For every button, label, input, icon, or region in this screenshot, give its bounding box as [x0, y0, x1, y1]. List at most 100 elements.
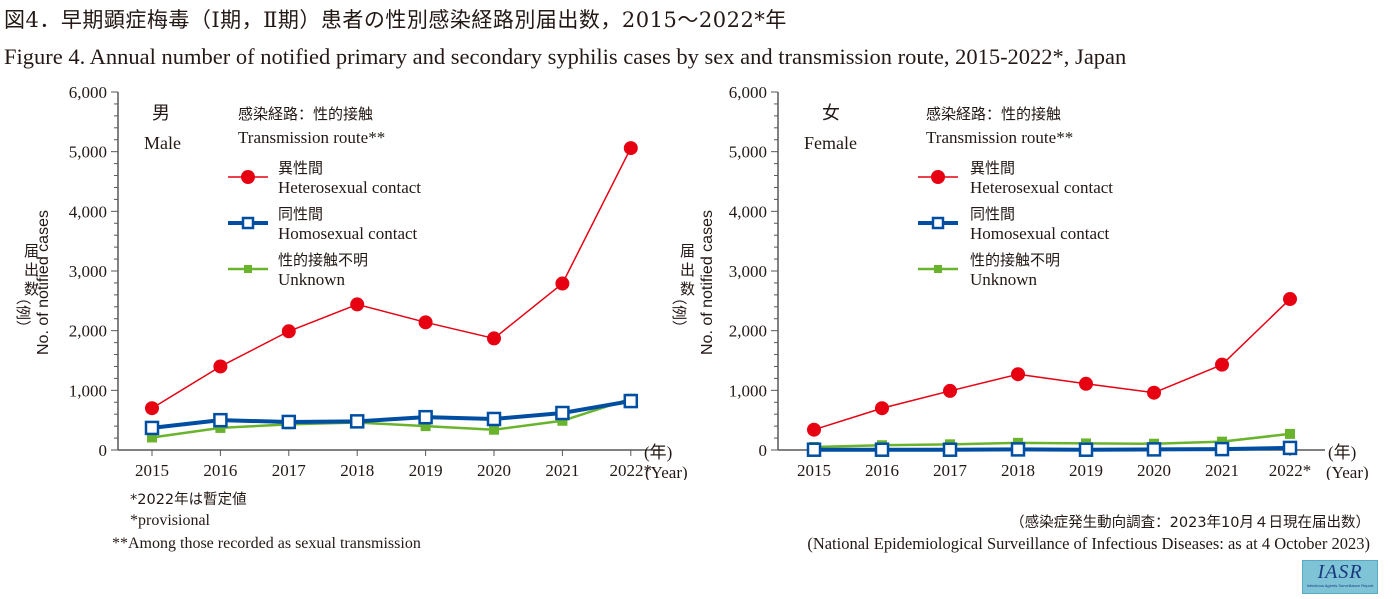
data-point-homosexual	[349, 414, 365, 429]
x-tick-label: 2017	[272, 461, 307, 480]
x-unit-en: (Year)	[1326, 463, 1369, 480]
data-point-homosexual	[623, 393, 639, 409]
y-tick-label: 5,000	[729, 143, 767, 162]
data-point-heterosexual	[418, 315, 433, 330]
y-axis-label-en: No. of notified cases	[699, 210, 716, 355]
iasr-logo-subtext: Infectious Agents Surveillance Report	[1306, 583, 1374, 588]
male-plot-area: 0 1,000 2,000 3,000 4,000 5,000 6,000 2015 2016 2…	[69, 83, 663, 480]
data-point-homosexual	[806, 442, 822, 457]
y-tick-label: 6,000	[729, 83, 767, 102]
legend-label-jp: 異性間	[970, 159, 1015, 177]
x-tick-label: 2019	[1069, 461, 1103, 480]
data-point-heterosexual	[943, 383, 957, 398]
data-point-heterosexual	[1079, 376, 1093, 391]
figure-title-english: Figure 4. Annual number of notified prim…	[4, 44, 1127, 69]
data-point-unknown	[215, 422, 226, 433]
y-tick-label: 3,000	[729, 262, 767, 281]
x-tick-label: 2020	[1137, 461, 1171, 480]
iasr-logo-text: IASR	[1317, 561, 1363, 583]
x-tick-label: 2017	[933, 461, 968, 480]
legend-marker-circle	[241, 170, 255, 184]
data-point-heterosexual	[1147, 385, 1161, 400]
data-point-heterosexual	[213, 359, 228, 374]
data-point-homosexual	[874, 442, 890, 457]
legend-label-en: Unknown	[970, 270, 1038, 289]
legend-label-jp: 異性間	[278, 159, 323, 177]
male-chart-panel: 男 Male 届出数 （例） No. of notified cases 0 1,…	[14, 83, 688, 480]
footnote-provisional-en: *provisional	[130, 512, 210, 529]
female-plot-area: 0 1,000 2,000 3,000 4,000 5,000 6,000 2015 2016 2…	[729, 83, 1325, 480]
series-line-heterosexual-contact	[151, 147, 632, 409]
data-point-homosexual	[1078, 442, 1094, 457]
charts-canvas: 男 Male 届出数 （例） No. of notified cases 0 1,…	[14, 83, 1369, 480]
data-point-heterosexual	[807, 422, 821, 437]
y-axis-label-jp-2: （例）	[14, 290, 32, 335]
legend-header-jp: 感染経路：性的接触	[926, 105, 1061, 123]
data-point-homosexual	[1010, 442, 1026, 457]
x-tick-label: 2020	[477, 461, 511, 480]
x-tick-label: 2022*	[1269, 461, 1312, 480]
female-chart-panel: 女 Female 届出数 （例） No. of notified cases 0…	[670, 83, 1369, 480]
x-tick-label: 2018	[340, 461, 374, 480]
y-tick-label: 1,000	[69, 381, 107, 400]
y-tick-label: 3,000	[69, 262, 107, 281]
x-tick-label: 2019	[409, 461, 443, 480]
x-tick-label: 2021	[1205, 461, 1239, 480]
y-tick-label: 6,000	[69, 83, 107, 102]
data-point-homosexual	[418, 409, 433, 425]
source-note-jp: （感染症発生動向調査：2023年10月４日現在届出数）	[1010, 515, 1370, 531]
legend-label-en: Unknown	[278, 270, 346, 289]
y-axis-label-jp-1: 届出数	[24, 242, 39, 298]
legend-marker-filled-square	[244, 265, 252, 273]
data-point-heterosexual	[1283, 292, 1297, 307]
series-line-unknown	[151, 397, 632, 439]
y-tick-label: 2,000	[729, 322, 767, 341]
x-unit-en: (Year)	[645, 463, 688, 480]
data-point-homosexual	[281, 414, 297, 430]
legend-marker-circle	[931, 170, 945, 184]
y-tick-label: 4,000	[729, 202, 767, 221]
data-point-unknown	[147, 432, 157, 443]
data-point-heterosexual	[487, 331, 501, 346]
y-axis-label-jp-1: 届出数	[680, 242, 695, 298]
legend-header-en: Transmission route**	[238, 128, 385, 147]
x-unit-jp: (年)	[644, 443, 672, 462]
x-tick-label: 2016	[865, 461, 899, 480]
data-point-unknown	[1285, 428, 1295, 439]
series-line-homosexual-contact	[151, 399, 632, 430]
legend-label-jp: 性的接触不明	[278, 251, 368, 269]
data-point-heterosexual	[875, 401, 889, 416]
female-legend: 感染経路：性的接触 Transmission route** 異性間Hetero…	[918, 105, 1113, 289]
x-tick-label: 2015	[135, 461, 169, 480]
male-y-axis-title: 届出数 （例） No. of notified cases	[14, 210, 52, 355]
figure-title-japanese: 図4．早期顕症梅毒（Ⅰ期，Ⅱ期）患者の性別感染経路別届出数，2015〜2022*…	[4, 8, 787, 32]
y-tick-label: 0	[759, 441, 768, 460]
x-tick-label: 2016	[203, 461, 237, 480]
male-label-en: Male	[144, 133, 181, 153]
footnote-sexual-transmission: **Among those recorded as sexual transmi…	[112, 535, 421, 552]
data-point-unknown	[557, 415, 568, 426]
data-point-unknown	[1217, 436, 1227, 447]
data-point-unknown	[489, 424, 499, 435]
legend-label-jp: 同性間	[970, 205, 1015, 223]
data-point-heterosexual	[1011, 367, 1025, 382]
legend-marker-open-square	[241, 216, 255, 230]
legend-marker-filled-square	[934, 265, 942, 273]
x-tick-label: 2022*	[610, 461, 653, 480]
y-axis-label-en: No. of notified cases	[35, 210, 52, 355]
y-tick-label: 0	[99, 441, 108, 460]
y-axis-label-jp-2: （例）	[670, 290, 688, 335]
legend-label-jp: 性的接触不明	[970, 251, 1060, 269]
y-tick-label: 4,000	[69, 202, 107, 221]
data-point-homosexual	[555, 405, 570, 421]
x-unit-jp: (年)	[1328, 443, 1356, 462]
x-tick-label: 2018	[1001, 461, 1035, 480]
legend-marker-open-square	[931, 216, 945, 230]
data-point-homosexual	[1282, 440, 1298, 456]
data-point-homosexual	[942, 442, 958, 457]
source-note-en: (National Epidemiological Surveillance o…	[807, 534, 1370, 553]
series-line-unknown	[813, 432, 1291, 449]
female-y-axis-title: 届出数 （例） No. of notified cases	[670, 210, 716, 355]
footnote-provisional-jp: *2022年は暫定値	[130, 492, 247, 508]
legend-label-en: Heterosexual contact	[970, 178, 1113, 197]
